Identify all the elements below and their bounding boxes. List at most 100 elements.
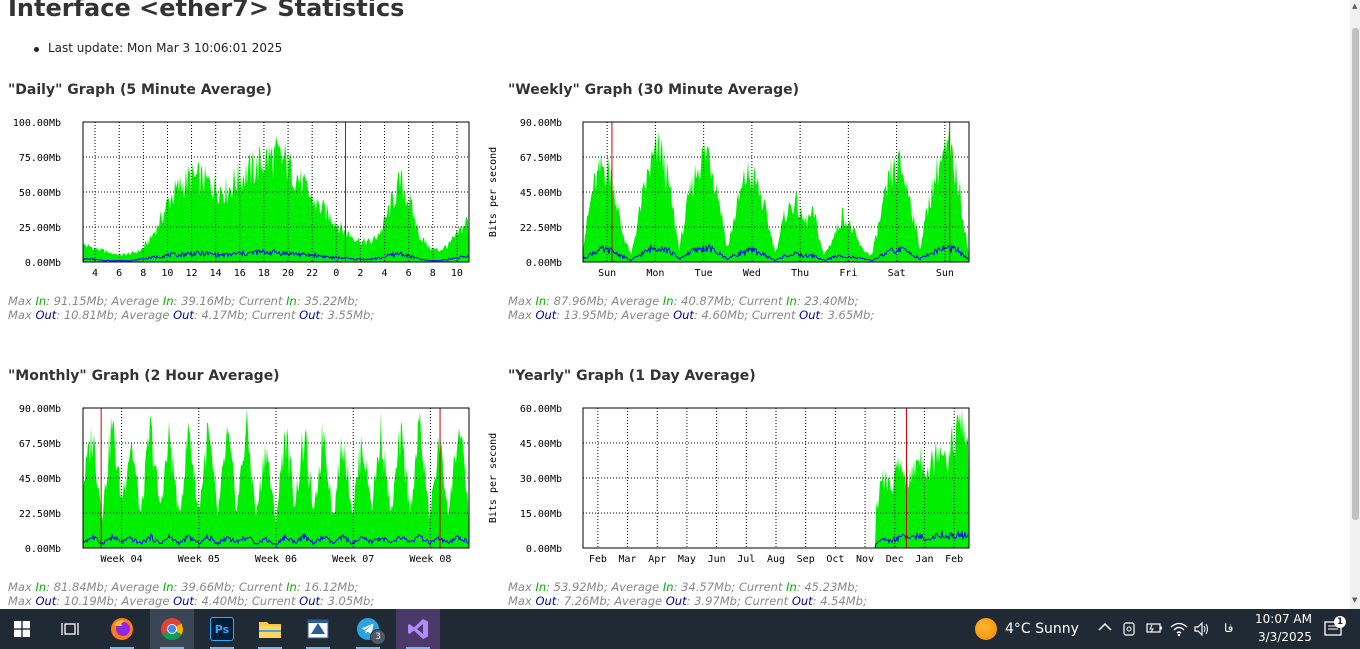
- monthly-x-tick-label: Week 08: [409, 554, 451, 565]
- yearly-graph-title: "Yearly" Graph (1 Day Average): [508, 368, 756, 384]
- daily-series-out-line: [82, 248, 469, 262]
- yearly-x-tick-label: Jun: [708, 554, 726, 565]
- yearly-x-tick-label: Mar: [619, 554, 637, 565]
- firefox-icon[interactable]: [100, 609, 144, 649]
- yearly-y-tick-label: 45.00Mb: [520, 439, 562, 450]
- clock-date[interactable]: 3/3/2025: [1258, 630, 1312, 644]
- daily-x-tick-label: 22: [306, 268, 318, 279]
- yearly-x-tick-label: Nov: [856, 554, 874, 565]
- weekly-graph: 90.00Mb 67.50Mb 45.00Mb 22.50Mb 0.00Mb Sun Mon…: [484, 110, 984, 294]
- yearly-x-tick-label: May: [678, 554, 696, 565]
- file-explorer-icon[interactable]: [248, 609, 292, 649]
- monthly-y-tick-label: 67.50Mb: [19, 439, 61, 450]
- yearly-x-tick-label: Feb: [945, 554, 963, 565]
- winbox-icon[interactable]: [296, 609, 340, 649]
- daily-x-tick-label: 20: [282, 268, 294, 279]
- chrome-icon[interactable]: [150, 609, 194, 649]
- daily-x-tick-label: 14: [210, 268, 222, 279]
- vertical-scrollbar[interactable]: ▲ ▼: [1350, 0, 1360, 609]
- language-indicator[interactable]: فا: [1224, 621, 1234, 635]
- daily-x-tick-label: 6: [406, 268, 412, 279]
- monthly-y-tick-label: 45.00Mb: [19, 474, 61, 485]
- daily-stats: Max In: 91.15Mb; Average In: 39.16Mb; Cu…: [8, 294, 374, 322]
- daily-x-tick-label: 18: [258, 268, 270, 279]
- daily-plot-border: [82, 121, 470, 263]
- clock-time[interactable]: 10:07 AM: [1255, 612, 1312, 626]
- visual-studio-icon[interactable]: [396, 609, 440, 649]
- yearly-x-tick-label: Dec: [886, 554, 904, 565]
- weather-text[interactable]: 4°C Sunny: [1005, 621, 1079, 637]
- daily-x-tick-label: 4: [382, 268, 388, 279]
- weekly-y-tick-label: 45.00Mb: [520, 188, 562, 199]
- weekly-plot-border: [582, 121, 970, 263]
- scroll-up-icon[interactable]: ▲: [1352, 2, 1358, 10]
- daily-y-tick-label: 0.00Mb: [25, 258, 61, 269]
- weekly-graph-svg: 90.00Mb 67.50Mb 45.00Mb 22.50Mb 0.00Mb Sun Mon…: [488, 118, 970, 279]
- weekly-y-tick-label: 0.00Mb: [526, 258, 562, 269]
- daily-x-tick-label: 12: [186, 268, 198, 279]
- monthly-stats-out: Max Out: 10.19Mb; Average Out: 4.40Mb; C…: [8, 594, 375, 608]
- weekly-x-tick-label: Mon: [646, 268, 664, 279]
- device-icon[interactable]: [1121, 621, 1137, 641]
- notification-icon[interactable]: 1: [1324, 616, 1346, 642]
- volume-icon[interactable]: [1193, 621, 1211, 641]
- weekly-x-tick-label: Wed: [743, 268, 761, 279]
- yearly-stats-in: Max In: 53.92Mb; Average In: 34.57Mb; Cu…: [508, 580, 859, 594]
- daily-graph: 100.00Mb 75.00Mb 50.00Mb 25.00Mb 0.00Mb 4 6 8 10…: [0, 110, 480, 294]
- weekly-y-tick-label: 90.00Mb: [520, 118, 562, 129]
- weekly-x-tick-label: Fri: [839, 268, 857, 279]
- yearly-y-tick-label: 30.00Mb: [520, 474, 562, 485]
- yearly-x-tick-label: Sep: [797, 554, 815, 565]
- monthly-stats-in: Max In: 81.84Mb; Average In: 39.66Mb; Cu…: [8, 580, 359, 594]
- daily-stats-in: Max In: 91.15Mb; Average In: 39.16Mb; Cu…: [8, 294, 359, 308]
- daily-x-tick-label: 6: [116, 268, 122, 279]
- scrollbar-thumb[interactable]: [1352, 28, 1359, 520]
- daily-x-tick-label: 0: [333, 268, 339, 279]
- telegram-icon[interactable]: 3: [346, 609, 390, 649]
- task-view-icon[interactable]: [48, 609, 92, 649]
- monthly-y-tick-label: 22.50Mb: [19, 509, 61, 520]
- monthly-graph-svg: 90.00Mb 67.50Mb 45.00Mb 22.50Mb 0.00Mb Week 0…: [19, 404, 470, 565]
- monthly-stats: Max In: 81.84Mb; Average In: 39.66Mb; Cu…: [8, 580, 374, 608]
- photoshop-label: Ps: [210, 617, 234, 641]
- daily-x-tick-label: 16: [234, 268, 246, 279]
- daily-series-in-area: [83, 135, 469, 262]
- yearly-x-tick-label: Oct: [826, 554, 844, 565]
- weekly-stats: Max In: 87.96Mb; Average In: 40.87Mb; Cu…: [508, 294, 874, 322]
- weekly-x-tick-label: Sun: [936, 268, 954, 279]
- battery-icon[interactable]: [1145, 621, 1163, 639]
- windows-start-icon[interactable]: [0, 609, 44, 649]
- yearly-stats-out: Max Out: 7.26Mb; Average Out: 3.97Mb; Cu…: [508, 594, 867, 608]
- monthly-x-tick-label: Week 05: [178, 554, 220, 565]
- yearly-plot-border: [582, 407, 970, 549]
- weather-sun-icon[interactable]: [975, 618, 997, 640]
- notification-count: 1: [1334, 616, 1346, 628]
- telegram-badge: 3: [370, 629, 386, 645]
- monthly-graph-title: "Monthly" Graph (2 Hour Average): [8, 368, 280, 384]
- page-title: Interface <ether7> Statistics: [8, 0, 405, 22]
- weekly-graph-title: "Weekly" Graph (30 Minute Average): [508, 82, 800, 98]
- bullet: [34, 47, 39, 52]
- daily-y-tick-label: 25.00Mb: [19, 223, 61, 234]
- photoshop-icon[interactable]: Ps: [200, 609, 244, 649]
- yearly-series-in-area: [583, 408, 969, 548]
- wifi-icon[interactable]: [1170, 621, 1188, 641]
- taskbar: Ps 3 4°C Sunny فا 10:07 AM 3/3/2025 1: [0, 609, 1360, 649]
- monthly-y-tick-label: 0.00Mb: [25, 544, 61, 555]
- daily-x-tick-label: 2: [357, 268, 363, 279]
- weekly-x-tick-label: Sat: [888, 268, 906, 279]
- daily-y-tick-label: 75.00Mb: [19, 153, 61, 164]
- show-hidden-icons-icon[interactable]: [1098, 621, 1112, 636]
- yearly-x-tick-label: Jul: [737, 554, 755, 565]
- yearly-y-tick-label: 60.00Mb: [520, 404, 562, 415]
- weekly-series-out-line: [582, 243, 969, 262]
- scroll-down-icon[interactable]: ▼: [1352, 596, 1358, 604]
- daily-graph-svg: 100.00Mb 75.00Mb 50.00Mb 25.00Mb 0.00Mb 4 6 8 10…: [13, 118, 470, 279]
- monthly-x-tick-label: Week 04: [101, 554, 143, 565]
- monthly-x-tick-label: Week 07: [332, 554, 374, 565]
- monthly-series-out-line: [82, 532, 469, 546]
- weekly-y-axis-label: Bits per second: [488, 147, 499, 237]
- monthly-graph: 90.00Mb 67.50Mb 45.00Mb 22.50Mb 0.00Mb Week 0…: [0, 396, 480, 580]
- weekly-y-tick-label: 22.50Mb: [520, 223, 562, 234]
- page: Interface <ether7> Statistics Last updat…: [0, 0, 984, 608]
